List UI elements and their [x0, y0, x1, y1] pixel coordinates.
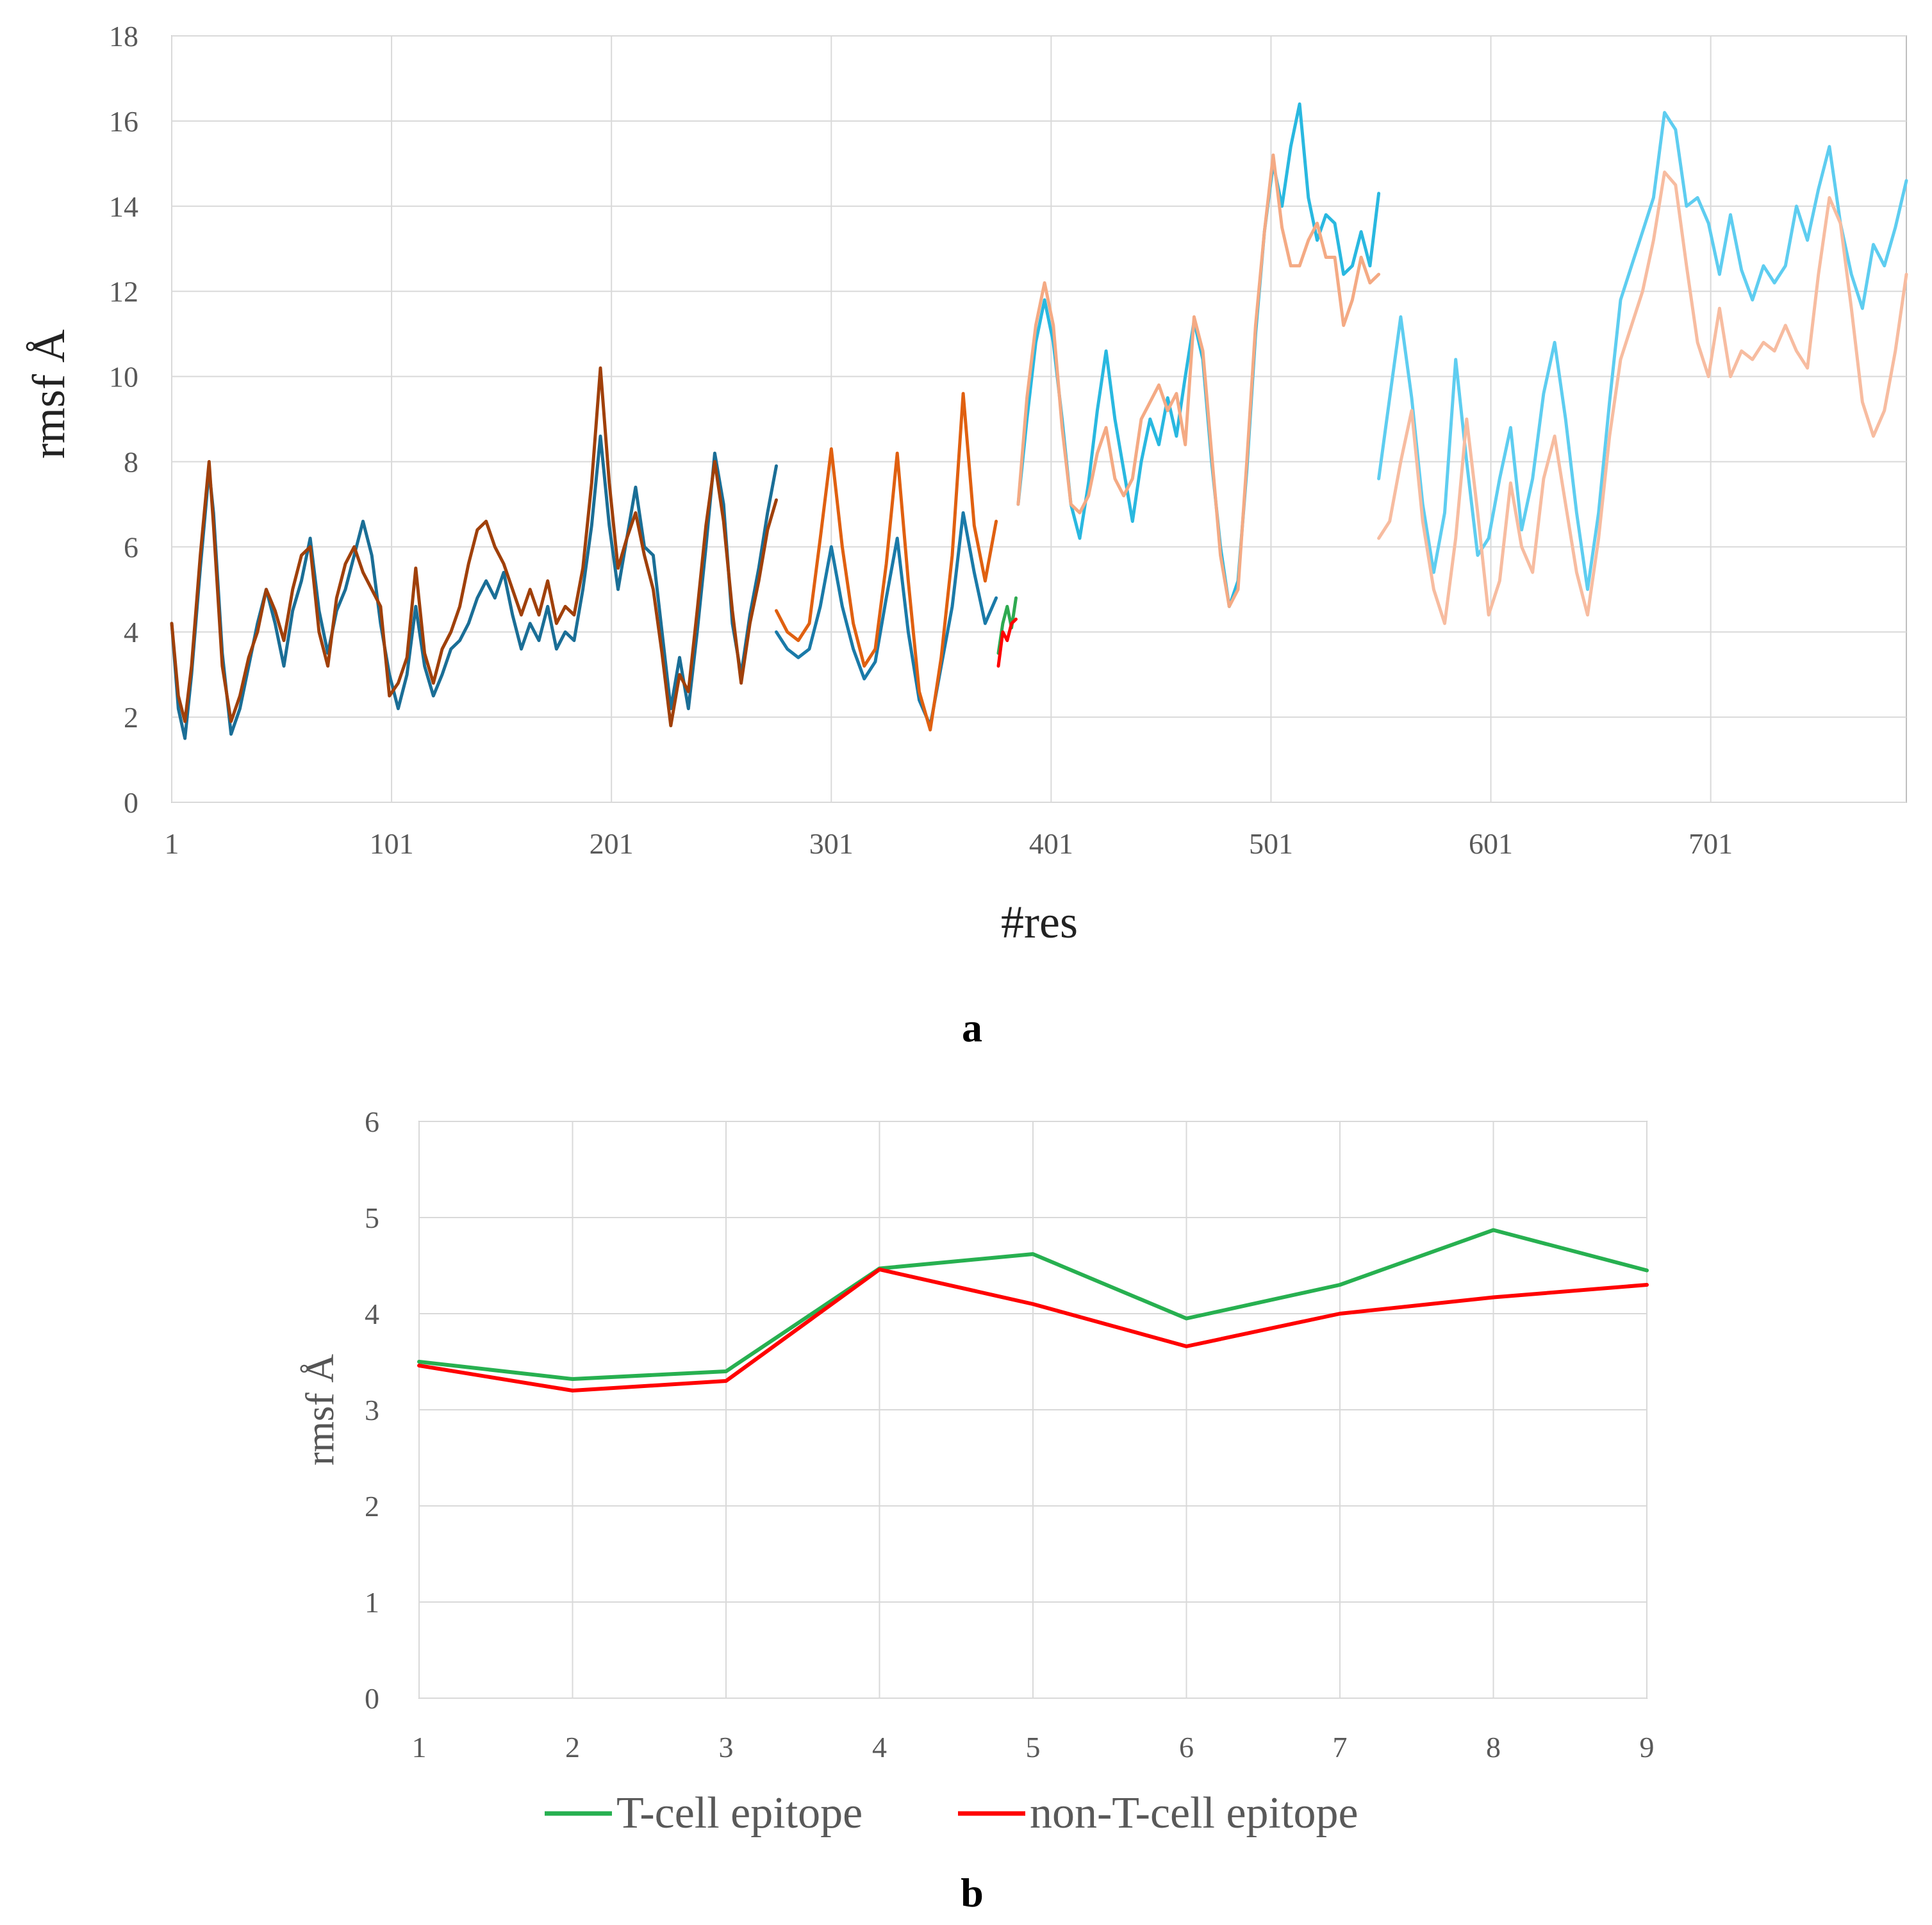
chart-b-y-axis-title: rmsf Å [299, 1354, 342, 1466]
a-x-tick-201: 201 [590, 827, 634, 860]
a-x-tick-601: 601 [1469, 827, 1513, 860]
a-y-tick-2: 2 [124, 701, 138, 734]
b-x-tick-1: 1 [412, 1731, 427, 1764]
chart-b-series-group [417, 1228, 1649, 1392]
a-series-line-chain-c-blue [775, 511, 998, 727]
a-y-tick-12: 12 [109, 276, 138, 308]
a-y-tick-8: 8 [124, 445, 138, 478]
a-series-line-epitope-segment-red [996, 617, 1018, 668]
b-y-tick-0: 0 [365, 1682, 379, 1715]
a-x-tick-301: 301 [809, 827, 854, 860]
a-y-tick-14: 14 [109, 190, 138, 223]
chart-a-gridlines [171, 35, 1907, 803]
a-x-tick-501: 501 [1249, 827, 1293, 860]
chart-a-x-axis-title: #res [1001, 896, 1078, 948]
a-x-tick-401: 401 [1029, 827, 1073, 860]
a-series-line-chain-d-orange [775, 392, 998, 732]
b-y-tick-4: 4 [365, 1298, 379, 1330]
chart-b-legend: T-cell epitope non-T-cell epitope [545, 1789, 1358, 1838]
b-x-tick-9: 9 [1640, 1731, 1655, 1764]
legend-label-t-cell: T-cell epitope [616, 1789, 863, 1838]
a-series-line-chain-b-dark-orange [170, 366, 778, 727]
a-y-tick-10: 10 [109, 361, 138, 393]
b-y-tick-5: 5 [365, 1202, 379, 1234]
a-y-tick-18: 18 [109, 20, 138, 53]
b-x-tick-5: 5 [1026, 1731, 1041, 1764]
a-y-tick-4: 4 [124, 616, 138, 649]
chart-a-panel-label: a [962, 1005, 982, 1050]
a-x-tick-101: 101 [370, 827, 414, 860]
a-y-tick-6: 6 [124, 531, 138, 563]
a-series-line-chain-g-light-blue [1377, 111, 1908, 591]
b-x-tick-2: 2 [565, 1731, 580, 1764]
a-x-tick-701: 701 [1688, 827, 1733, 860]
b-x-tick-7: 7 [1333, 1731, 1348, 1764]
a-series-line-chain-a-dark-blue [170, 434, 778, 740]
a-y-tick-16: 16 [109, 105, 138, 138]
chart-a-y-axis-title: rmsf Å [23, 329, 74, 459]
chart-a-series-group [170, 102, 1908, 740]
a-series-line-chain-f-light-salmon [1016, 153, 1381, 608]
legend-label-non-t-cell: non-T-cell epitope [1030, 1789, 1358, 1838]
chart-a: 0 2 4 6 8 10 12 14 16 18 1 101 201 301 401 501 601 701 rm… [23, 20, 1908, 1050]
a-y-tick-0: 0 [124, 786, 138, 819]
b-y-tick-2: 2 [365, 1490, 379, 1523]
a-series-line-chain-h-light-salmon [1377, 170, 1908, 625]
b-y-tick-1: 1 [365, 1586, 379, 1619]
b-x-tick-4: 4 [872, 1731, 887, 1764]
a-x-tick-1: 1 [165, 827, 179, 860]
b-x-tick-3: 3 [719, 1731, 734, 1764]
b-y-tick-3: 3 [365, 1394, 379, 1426]
chart-b-panel-label: b [961, 1870, 984, 1915]
chart-a-tick-labels: 0 2 4 6 8 10 12 14 16 18 1 101 201 301 401 501 601 701 [109, 20, 1733, 860]
b-y-tick-6: 6 [365, 1105, 379, 1138]
b-x-tick-8: 8 [1486, 1731, 1501, 1764]
b-x-tick-6: 6 [1179, 1731, 1194, 1764]
chart-b-gridlines [418, 1121, 1647, 1699]
a-series-line-chain-e-light-blue [1016, 102, 1381, 608]
